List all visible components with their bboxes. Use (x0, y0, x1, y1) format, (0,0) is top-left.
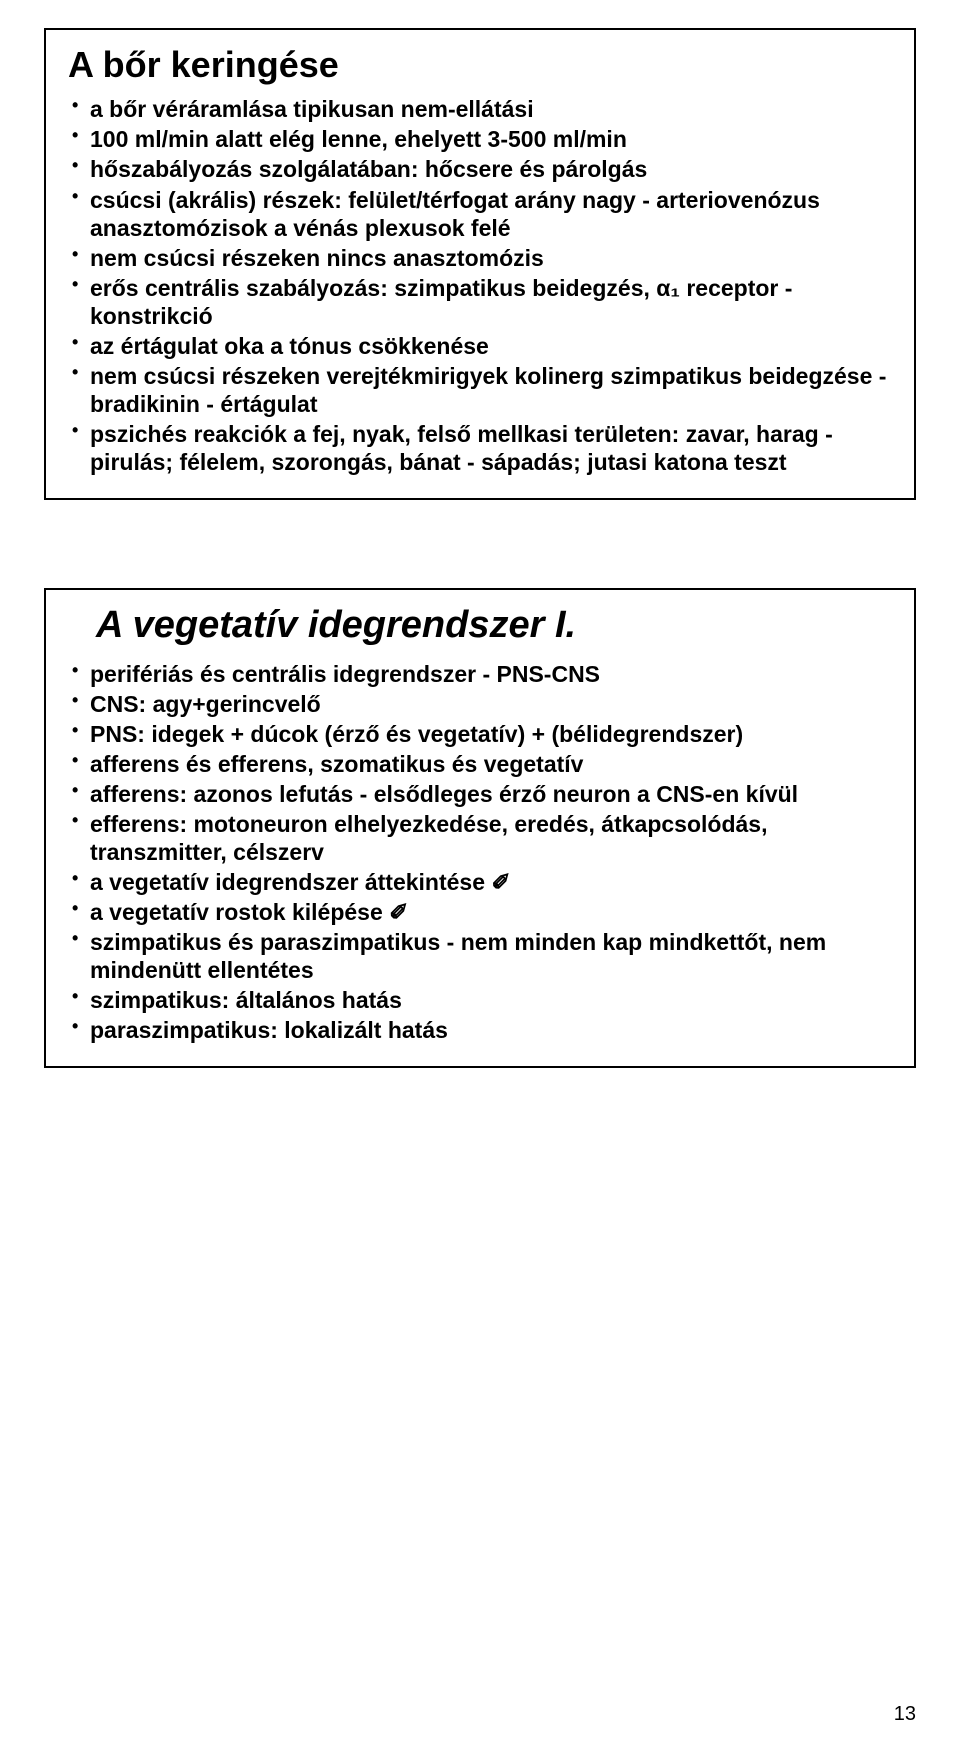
list-item: PNS: idegek + dúcok (érző és vegetatív) … (68, 720, 892, 748)
list-item: hőszabályozás szolgálatában: hőcsere és … (68, 155, 892, 183)
box-skin-circulation: A bőr keringése a bőr véráramlása tipiku… (44, 28, 916, 500)
list-item: pszichés reakciók a fej, nyak, felső mel… (68, 420, 892, 476)
box2-list: perifériás és centrális idegrendszer - P… (68, 660, 892, 1045)
list-item: efferens: motoneuron elhelyezkedése, ere… (68, 810, 892, 866)
list-item: paraszimpatikus: lokalizált hatás (68, 1016, 892, 1044)
list-item: az értágulat oka a tónus csökkenése (68, 332, 892, 360)
box-vegetative-nervous-system: A vegetatív idegrendszer I. perifériás é… (44, 588, 916, 1068)
list-item: szimpatikus és paraszimpatikus - nem min… (68, 928, 892, 984)
list-item: a vegetatív idegrendszer áttekintése ✐ (68, 868, 892, 896)
box1-list: a bőr véráramlása tipikusan nem-ellátási… (68, 95, 892, 476)
list-item: szimpatikus: általános hatás (68, 986, 892, 1014)
box1-title: A bőr keringése (68, 44, 892, 85)
list-item: 100 ml/min alatt elég lenne, ehelyett 3-… (68, 125, 892, 153)
list-item: afferens: azonos lefutás - elsődleges ér… (68, 780, 892, 808)
list-item: nem csúcsi részeken nincs anasztomózis (68, 244, 892, 272)
list-item: afferens és efferens, szomatikus és vege… (68, 750, 892, 778)
box2-title: A vegetatív idegrendszer I. (96, 604, 892, 648)
list-item: perifériás és centrális idegrendszer - P… (68, 660, 892, 688)
list-item: csúcsi (akrális) részek: felület/térfoga… (68, 186, 892, 242)
list-item: a vegetatív rostok kilépése ✐ (68, 898, 892, 926)
list-item: a bőr véráramlása tipikusan nem-ellátási (68, 95, 892, 123)
list-item: erős centrális szabályozás: szimpatikus … (68, 274, 892, 330)
list-item: CNS: agy+gerincvelő (68, 690, 892, 718)
page-number: 13 (894, 1703, 916, 1726)
list-item: nem csúcsi részeken verejtékmirigyek kol… (68, 362, 892, 418)
